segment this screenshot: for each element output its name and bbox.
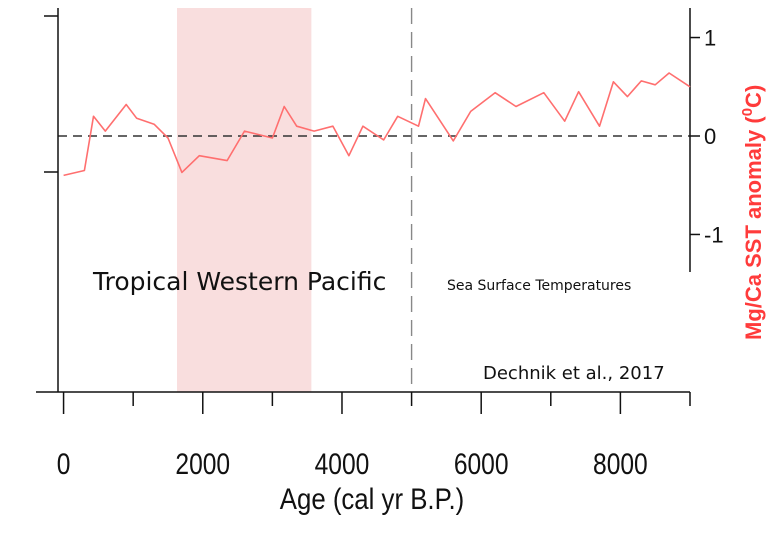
highlight-band	[177, 8, 312, 392]
y-tick-label: 0	[704, 124, 716, 149]
x-tick-label: 6000	[454, 447, 509, 481]
y-ticks: 1 0 -1	[690, 26, 724, 247]
y-tick-label: 1	[704, 26, 716, 51]
x-tick-label: 8000	[593, 447, 648, 481]
x-axis-label: Age (cal yr B.P.)	[280, 482, 464, 515]
region-annotation: Tropical Western Pacific	[92, 267, 386, 296]
sst-series-line	[63, 72, 691, 177]
x-ticks: 0 2000 4000 6000 8000	[44, 15, 691, 481]
y-tick-label: -1	[704, 222, 724, 247]
y-axis-label: Mg/Ca SST anomaly (0C)	[739, 85, 766, 340]
x-tick-label: 2000	[175, 447, 230, 481]
x-tick-label: 4000	[315, 447, 370, 481]
citation-annotation: Dechnik et al., 2017	[483, 363, 665, 384]
x-tick-label: 0	[57, 447, 71, 481]
measure-annotation: Sea Surface Temperatures	[447, 278, 631, 294]
